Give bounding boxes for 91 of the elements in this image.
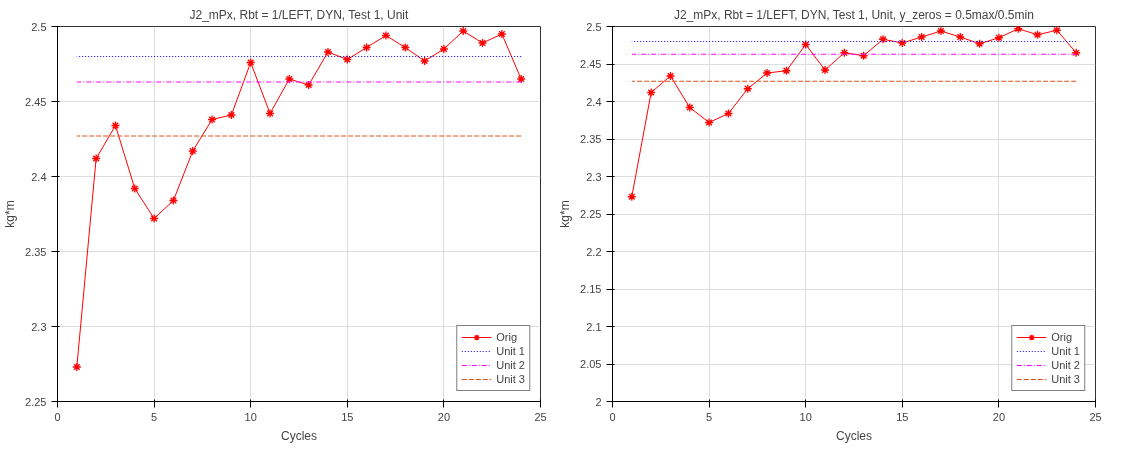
x-tick-label: 0 <box>609 410 616 423</box>
point <box>361 42 372 53</box>
y-tick-label: 2.5 <box>31 20 47 33</box>
y-tick-label: 2.3 <box>31 320 47 333</box>
x-tick-label: 15 <box>341 410 354 423</box>
point <box>801 39 811 50</box>
point <box>458 26 468 36</box>
y-axis-title: kg*m <box>3 200 18 228</box>
y-tick-label: 2.1 <box>586 320 602 333</box>
point <box>916 32 927 42</box>
y-tick-label: 2.3 <box>586 170 602 183</box>
legend-label: Unit 2 <box>1051 358 1080 372</box>
point <box>762 68 772 78</box>
x-tick-label: 25 <box>534 410 547 423</box>
point <box>284 74 294 84</box>
point <box>400 42 410 53</box>
x-tick-label: 5 <box>151 410 158 423</box>
point <box>91 153 101 164</box>
y-tick-label: 2.25 <box>25 395 47 408</box>
point <box>627 192 637 202</box>
point <box>168 195 179 206</box>
point <box>781 66 792 76</box>
y-tick-label: 2.5 <box>586 20 602 33</box>
point <box>646 87 656 98</box>
y-tick-label: 2.25 <box>580 208 602 220</box>
x-axis-title: Cycles <box>836 428 873 443</box>
point <box>1071 48 1081 58</box>
chart-title: J2_mPx, Rbt = 1/LEFT, DYN, Test 1, Unit <box>189 7 409 22</box>
point <box>955 32 965 42</box>
x-tick-label: 0 <box>54 410 61 423</box>
legend-label: Unit 1 <box>496 344 525 358</box>
point <box>665 71 676 81</box>
point <box>72 362 82 372</box>
x-tick-label: 25 <box>1089 410 1102 423</box>
point <box>897 38 907 48</box>
point <box>130 183 140 194</box>
y-tick-label: 2.4 <box>586 95 602 108</box>
x-tick-label: 15 <box>896 410 909 423</box>
point <box>439 44 449 54</box>
point <box>1052 26 1062 35</box>
x-axis-title: Cycles <box>281 428 318 443</box>
y-tick-label: 2.2 <box>586 245 602 258</box>
y-tick-label: 2.4 <box>31 170 47 183</box>
point <box>419 56 430 66</box>
point <box>723 108 734 119</box>
point <box>1032 30 1043 40</box>
y-tick-label: 2 <box>595 395 602 408</box>
point <box>878 34 888 44</box>
x-tick-label: 20 <box>992 410 1006 423</box>
legend-label: Unit 2 <box>496 358 525 372</box>
x-tick-label: 5 <box>706 410 713 423</box>
point <box>1013 26 1023 34</box>
legend-label: Unit 1 <box>1051 344 1080 358</box>
point <box>304 80 314 90</box>
point <box>381 30 391 41</box>
point <box>859 51 869 61</box>
point <box>497 29 507 39</box>
point <box>246 57 256 68</box>
x-tick-label: 10 <box>799 410 812 423</box>
point <box>110 120 121 131</box>
y-tick-label: 2.05 <box>580 358 602 370</box>
point <box>994 33 1004 43</box>
x-tick-label: 20 <box>437 410 451 423</box>
y-tick-label: 2.35 <box>580 133 602 145</box>
point <box>342 54 352 65</box>
point <box>265 108 275 119</box>
point <box>477 38 488 48</box>
point <box>974 39 985 49</box>
y-axis-title: kg*m <box>558 200 573 228</box>
y-tick-label: 2.35 <box>25 245 47 258</box>
legend-label: Orig <box>1051 330 1073 344</box>
point <box>226 110 237 120</box>
point <box>743 84 753 94</box>
y-tick-label: 2.45 <box>580 58 602 70</box>
y-tick-label: 2.15 <box>580 283 602 295</box>
point <box>323 47 333 57</box>
legend-label: Unit 3 <box>496 372 525 386</box>
point <box>685 102 695 113</box>
point <box>704 117 714 128</box>
chart-title: J2_mPx, Rbt = 1/LEFT, DYN, Test 1, Unit, y_zeros = 0.5max/0.5min <box>673 7 1034 22</box>
x-tick-label: 10 <box>244 410 257 423</box>
point <box>207 114 217 125</box>
y-tick-label: 2.45 <box>25 95 47 108</box>
point <box>936 26 946 36</box>
legend-label: Orig <box>496 330 518 344</box>
point <box>188 146 198 156</box>
point <box>820 65 830 75</box>
legend-label: Unit 3 <box>1051 372 1080 386</box>
point <box>839 48 849 58</box>
point <box>149 213 159 224</box>
point <box>516 74 526 84</box>
